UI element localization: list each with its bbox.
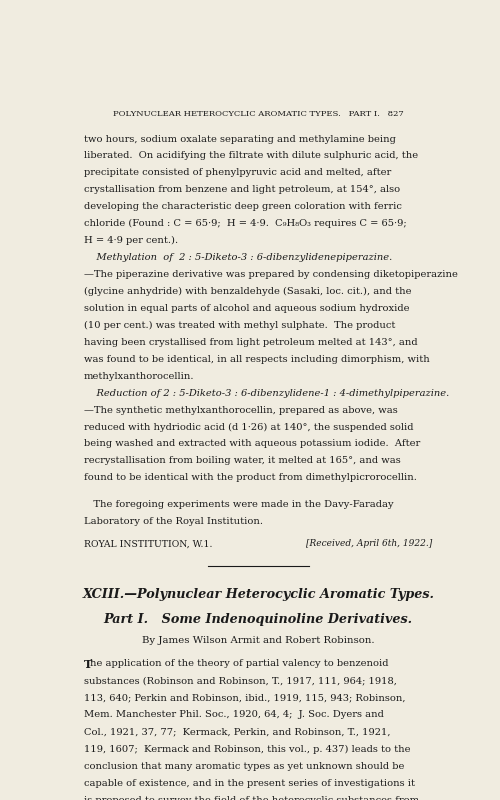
Text: found to be identical with the product from dimethylpicrorocellin.: found to be identical with the product f… — [84, 474, 416, 482]
Text: ROYAL INSTITUTION, W.1.: ROYAL INSTITUTION, W.1. — [84, 539, 212, 548]
Text: Reduction of 2 : 5-Diketo-3 : 6-dibenzylidene-1 : 4-dimethylpiperazine.: Reduction of 2 : 5-Diketo-3 : 6-dibenzyl… — [84, 389, 449, 398]
Text: reduced with hydriodic acid (d 1·26) at 140°, the suspended solid: reduced with hydriodic acid (d 1·26) at … — [84, 422, 413, 432]
Text: Part I.   Some Indenoquinoline Derivatives.: Part I. Some Indenoquinoline Derivatives… — [104, 613, 413, 626]
Text: having been crystallised from light petroleum melted at 143°, and: having been crystallised from light petr… — [84, 338, 417, 346]
Text: (glycine anhydride) with benzaldehyde (Sasaki, loc. cit.), and the: (glycine anhydride) with benzaldehyde (S… — [84, 287, 411, 296]
Text: methylxanthorocellin.: methylxanthorocellin. — [84, 372, 194, 381]
Text: Laboratory of the Royal Institution.: Laboratory of the Royal Institution. — [84, 518, 263, 526]
Text: precipitate consisted of phenylpyruvic acid and melted, after: precipitate consisted of phenylpyruvic a… — [84, 168, 391, 178]
Text: is proposed to survey the field of the heterocyclic substances from: is proposed to survey the field of the h… — [84, 796, 419, 800]
Text: By James Wilson Armit and Robert Robinson.: By James Wilson Armit and Robert Robinso… — [142, 636, 374, 645]
Text: Methylation  of  2 : 5-Diketo-3 : 6-dibenzylidenepiperazine.: Methylation of 2 : 5-Diketo-3 : 6-dibenz… — [84, 253, 392, 262]
Text: (10 per cent.) was treated with methyl sulphate.  The product: (10 per cent.) was treated with methyl s… — [84, 321, 395, 330]
Text: chloride (Found : C = 65·9;  H = 4·9.  C₉H₈O₃ requires C = 65·9;: chloride (Found : C = 65·9; H = 4·9. C₉H… — [84, 219, 406, 228]
Text: [Received, April 6th, 1922.]: [Received, April 6th, 1922.] — [306, 539, 432, 548]
Text: substances (Robinson and Robinson, T., 1917, 111, 964; 1918,: substances (Robinson and Robinson, T., 1… — [84, 676, 396, 685]
Text: developing the characteristic deep green coloration with ferric: developing the characteristic deep green… — [84, 202, 402, 211]
Text: XCIII.—Polynuclear Heterocyclic Aromatic Types.: XCIII.—Polynuclear Heterocyclic Aromatic… — [82, 589, 434, 602]
Text: H = 4·9 per cent.).: H = 4·9 per cent.). — [84, 236, 178, 246]
Text: Mem. Manchester Phil. Soc., 1920, 64, 4;  J. Soc. Dyers and: Mem. Manchester Phil. Soc., 1920, 64, 4;… — [84, 710, 384, 719]
Text: 113, 640; Perkin and Robinson, ibid., 1919, 115, 943; Robinson,: 113, 640; Perkin and Robinson, ibid., 19… — [84, 694, 406, 702]
Text: liberated.  On acidifying the filtrate with dilute sulphuric acid, the: liberated. On acidifying the filtrate wi… — [84, 151, 418, 161]
Text: POLYNUCLEAR HETEROCYCLIC AROMATIC TYPES.   PART I.   827: POLYNUCLEAR HETEROCYCLIC AROMATIC TYPES.… — [113, 110, 404, 118]
Text: —The synthetic methylxanthorocellin, prepared as above, was: —The synthetic methylxanthorocellin, pre… — [84, 406, 398, 414]
Text: he application of the theory of partial valency to benzenoid: he application of the theory of partial … — [90, 659, 388, 668]
Text: T: T — [84, 659, 92, 670]
Text: —The piperazine derivative was prepared by condensing diketopiperazine: —The piperazine derivative was prepared … — [84, 270, 458, 279]
Text: 119, 1607;  Kermack and Robinson, this vol., p. 437) leads to the: 119, 1607; Kermack and Robinson, this vo… — [84, 745, 410, 754]
Text: capable of existence, and in the present series of investigations it: capable of existence, and in the present… — [84, 779, 415, 788]
Text: Col., 1921, 37, 77;  Kermack, Perkin, and Robinson, T., 1921,: Col., 1921, 37, 77; Kermack, Perkin, and… — [84, 727, 390, 737]
Text: crystallisation from benzene and light petroleum, at 154°, also: crystallisation from benzene and light p… — [84, 186, 400, 194]
Text: The foregoing experiments were made in the Davy-Faraday: The foregoing experiments were made in t… — [84, 501, 394, 510]
Text: solution in equal parts of alcohol and aqueous sodium hydroxide: solution in equal parts of alcohol and a… — [84, 304, 409, 313]
Text: recrystallisation from boiling water, it melted at 165°, and was: recrystallisation from boiling water, it… — [84, 456, 400, 466]
Text: was found to be identical, in all respects including dimorphism, with: was found to be identical, in all respec… — [84, 354, 430, 364]
Text: two hours, sodium oxalate separating and methylamine being: two hours, sodium oxalate separating and… — [84, 134, 396, 143]
Text: being washed and extracted with aqueous potassium iodide.  After: being washed and extracted with aqueous … — [84, 439, 420, 449]
Text: conclusion that many aromatic types as yet unknown should be: conclusion that many aromatic types as y… — [84, 762, 404, 770]
